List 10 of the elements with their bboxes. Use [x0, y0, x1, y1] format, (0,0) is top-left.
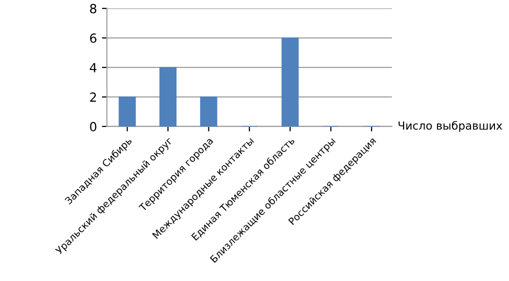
bar: [118, 96, 136, 126]
bar: [200, 96, 218, 126]
bar: [159, 67, 177, 126]
y-tick-label: 6: [90, 33, 96, 43]
y-tick-label: 0: [90, 122, 96, 132]
y-tick-label: 2: [90, 92, 96, 102]
y-tick-label: 8: [90, 4, 96, 14]
bar: [282, 38, 299, 126]
series-label: Число выбравших: [398, 120, 502, 132]
y-tick-label: 4: [90, 63, 96, 72]
